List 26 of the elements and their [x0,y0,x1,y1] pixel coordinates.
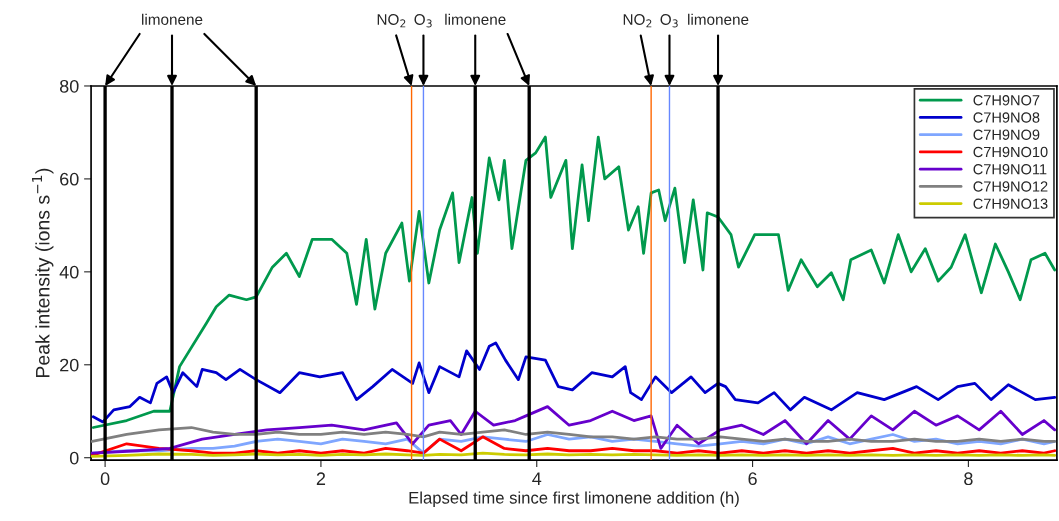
annotation: limonene [445,13,506,25]
legend-label: C7H9NO13 [973,198,1048,209]
x-tick-label: 0 [100,472,110,486]
y-tick-label: 60 [60,172,79,186]
x-tick-label: 4 [532,472,542,485]
y-tick-label: 40 [59,265,79,279]
annotation: limonene [142,13,203,25]
annotation: O$_{3}$ [660,14,678,28]
legend-label: C7H9NO7 [973,95,1040,106]
y-tick-label: 0 [69,451,79,465]
legend-label: C7H9NO10 [973,146,1048,158]
legend-label: C7H9NO8 [973,112,1040,123]
legend-label: C7H9NO12 [973,181,1048,192]
x-tick-label: 2 [316,472,326,485]
y-tick-label: 20 [60,358,79,372]
annotation: NO$_{2}$ [623,14,652,28]
y-tick-label: 80 [59,79,79,93]
annotation: limonene [688,13,749,25]
legend-label: C7H9NO9 [973,129,1040,140]
legend-label: C7H9NO11 [973,164,1047,175]
annotation: NO$_{2}$ [377,14,406,28]
x-tick-label: 8 [964,472,973,486]
x-tick-label: 6 [748,472,757,486]
annotation: O$_{3}$ [414,14,432,28]
x-axis-title: Elapsed time since first limonene addition (h) [409,491,739,507]
y-axis-title: Peak intensity (ions s$^{−1}$) [32,168,54,377]
